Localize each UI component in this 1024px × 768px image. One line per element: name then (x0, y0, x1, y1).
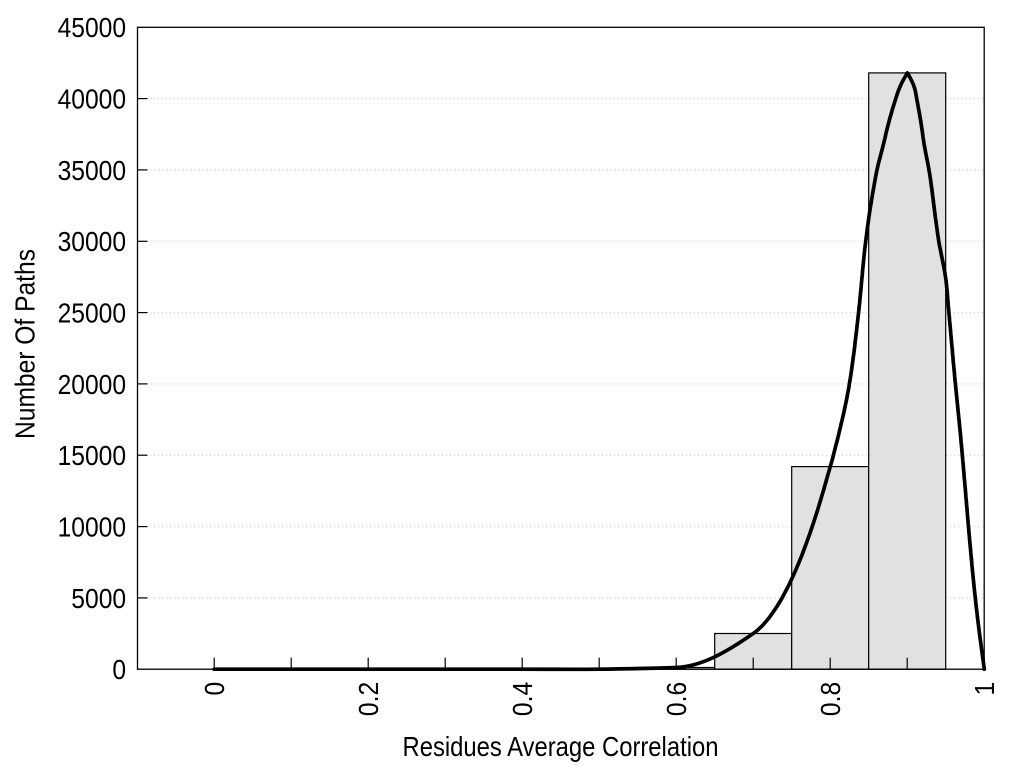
svg-text:25000: 25000 (58, 298, 127, 329)
svg-text:35000: 35000 (58, 155, 127, 186)
svg-text:0.2: 0.2 (353, 682, 384, 716)
svg-text:0: 0 (112, 654, 126, 685)
svg-text:Residues Average Correlation: Residues Average Correlation (403, 731, 719, 762)
svg-text:40000: 40000 (58, 84, 127, 115)
svg-text:5000: 5000 (71, 583, 126, 614)
svg-text:45000: 45000 (58, 12, 127, 43)
svg-text:0.4: 0.4 (507, 682, 538, 716)
svg-text:0.6: 0.6 (661, 682, 692, 716)
svg-text:0: 0 (199, 682, 230, 696)
svg-text:20000: 20000 (58, 369, 127, 400)
svg-text:Number Of Paths: Number Of Paths (9, 249, 40, 439)
svg-text:1: 1 (969, 682, 1000, 696)
svg-text:30000: 30000 (58, 226, 127, 257)
svg-text:0.8: 0.8 (815, 682, 846, 716)
svg-text:10000: 10000 (58, 512, 127, 543)
svg-text:15000: 15000 (58, 440, 127, 471)
